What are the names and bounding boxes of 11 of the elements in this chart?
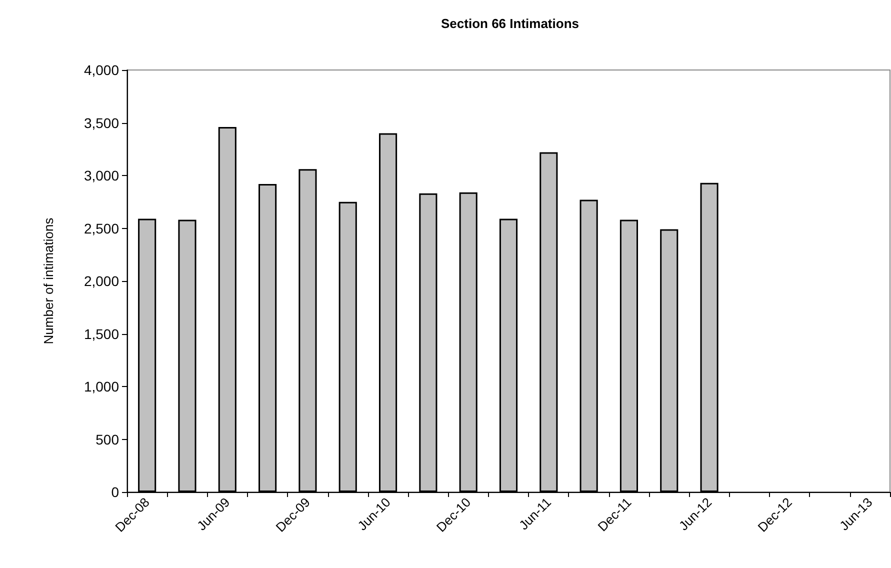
y-tick-label: 3,000	[84, 168, 120, 184]
y-tick-label: 500	[96, 431, 120, 448]
chart-title: Section 66 Intimations	[441, 16, 579, 31]
y-tick-label: 4,000	[84, 62, 120, 78]
y-axis-title: Number of intimations	[41, 217, 56, 344]
y-tick-label: 2,000	[84, 273, 120, 289]
y-tick-label: 2,500	[84, 220, 120, 236]
y-tick-label: 0	[111, 484, 120, 500]
y-tick-label: 3,500	[84, 114, 120, 131]
y-tick-label: 1,000	[84, 378, 120, 394]
y-tick-label: 1,500	[84, 326, 120, 342]
